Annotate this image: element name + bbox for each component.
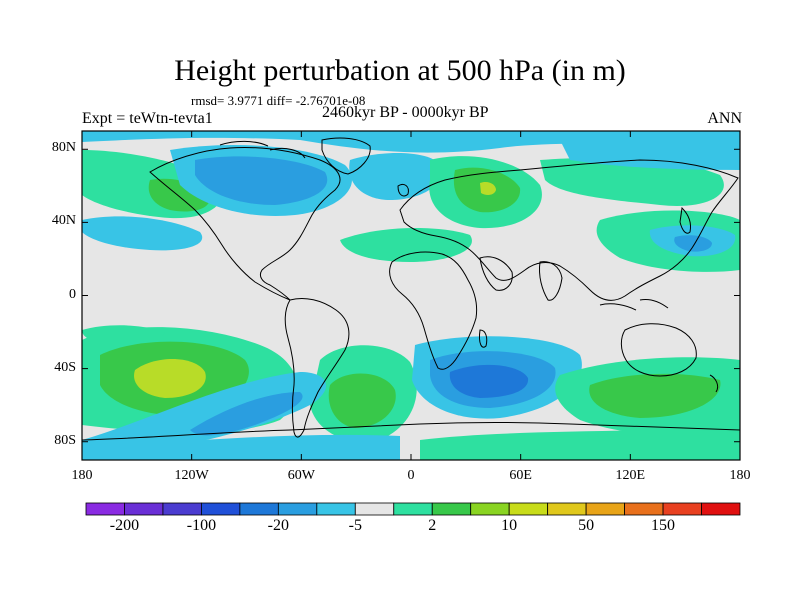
colorbar-swatch-14	[624, 502, 664, 516]
coastline-indonesia	[599, 299, 669, 311]
colorbar-label-1: -100	[186, 517, 217, 534]
coastline-antarctica	[82, 422, 740, 441]
contour-field	[82, 131, 740, 460]
x-tick-label-6: 180	[729, 468, 751, 483]
contour-south-atlantic-core	[328, 373, 396, 428]
coastline-canadian-archipelago	[219, 140, 306, 159]
colorbar-swatch-16	[701, 502, 741, 516]
colorbar-swatch-4	[239, 502, 279, 516]
x-tick-label-5: 120E	[615, 468, 646, 483]
contour-antarctic-negative	[82, 434, 400, 460]
season-label: ANN	[707, 110, 742, 127]
contour-asia-positive	[540, 157, 724, 206]
colorbar-swatch-11	[508, 502, 549, 516]
x-tick-label-3: 0	[407, 468, 415, 483]
colorbar-label-4: 2	[428, 517, 437, 534]
coastline-south-america	[284, 297, 350, 438]
contour-north-atlantic-negative	[349, 153, 442, 200]
contour-west-pacific-core	[674, 235, 712, 252]
contour-east-pacific-negative	[82, 216, 203, 251]
contour-south-indian-min	[449, 364, 529, 398]
colorbar-label-7: 150	[651, 517, 676, 534]
y-tick-label-3: 40S	[54, 359, 76, 375]
colorbar-swatch-3	[201, 502, 241, 516]
experiment-label: Expt = teWtn-tevta1	[82, 110, 213, 127]
plot-title: Height perturbation at 500 hPa (in m)	[174, 54, 626, 87]
colorbar-swatch-0	[85, 502, 125, 516]
colorbar-label-3: -5	[348, 517, 362, 534]
contour-south-pacific-negative-core	[190, 392, 303, 436]
period-label: 2460kyr BP - 0000kyr BP	[322, 104, 489, 121]
coastline-north-america	[149, 147, 341, 301]
coastline-uk	[397, 183, 409, 197]
y-tick-label-1: 40N	[51, 213, 76, 229]
colorbar-swatch-15	[662, 502, 702, 516]
y-tick-label-2: 0	[69, 286, 76, 302]
colorbar-swatch-6	[316, 502, 356, 516]
colorbar-swatch-2	[162, 502, 202, 516]
contour-north-america-core	[195, 156, 328, 205]
coastline-madagascar	[479, 329, 488, 348]
x-tick-label-1: 120W	[174, 468, 209, 483]
colorbar-swatch-8	[393, 502, 433, 516]
x-tick-label-0: 180	[71, 468, 93, 483]
colorbar-label-6: 50	[578, 517, 595, 534]
colorbar-label-5: 10	[501, 517, 518, 534]
y-tick-label-0: 80N	[51, 140, 76, 156]
colorbar-swatch-7	[354, 502, 395, 516]
contour-arctic-negative	[82, 131, 740, 153]
colorbar-swatch-5	[277, 502, 318, 516]
colorbar-swatch-13	[585, 502, 625, 516]
coastline-japan	[679, 206, 691, 234]
colorbar-label-2: -20	[267, 517, 289, 534]
stats-line: rmsd= 3.9771 diff= -2.76701e-08	[191, 93, 366, 108]
coastline-africa	[389, 251, 478, 370]
coastline-new-zealand	[709, 374, 719, 393]
colorbar-swatch-10	[470, 502, 510, 516]
coastline-australia	[620, 323, 697, 377]
x-tick-label-4: 60E	[509, 468, 532, 483]
colorbar-swatch-1	[124, 502, 164, 516]
colorbar-label-0: -200	[109, 517, 140, 534]
coastline-eurasia	[399, 159, 739, 301]
coastline-greenland	[321, 137, 371, 175]
contour-europe-max	[480, 181, 496, 195]
contour-southern-ocean-core	[589, 373, 721, 418]
colorbar	[85, 502, 741, 516]
contour-tropical-pacific-positive	[82, 325, 165, 344]
contour-south-pacific-max	[134, 358, 206, 398]
colorbar-swatch-12	[547, 502, 587, 516]
coastline-india	[539, 261, 563, 301]
x-tick-label-2: 60W	[287, 468, 315, 483]
coastline-arabia	[479, 256, 513, 291]
colorbar-swatch-9	[431, 502, 472, 516]
contour-south-pacific-negative-band	[82, 372, 327, 460]
axis-ticks	[81, 131, 741, 460]
coastlines	[82, 137, 740, 441]
contour-antarctic-positive	[420, 428, 740, 460]
y-tick-label-4: 80S	[54, 432, 76, 448]
